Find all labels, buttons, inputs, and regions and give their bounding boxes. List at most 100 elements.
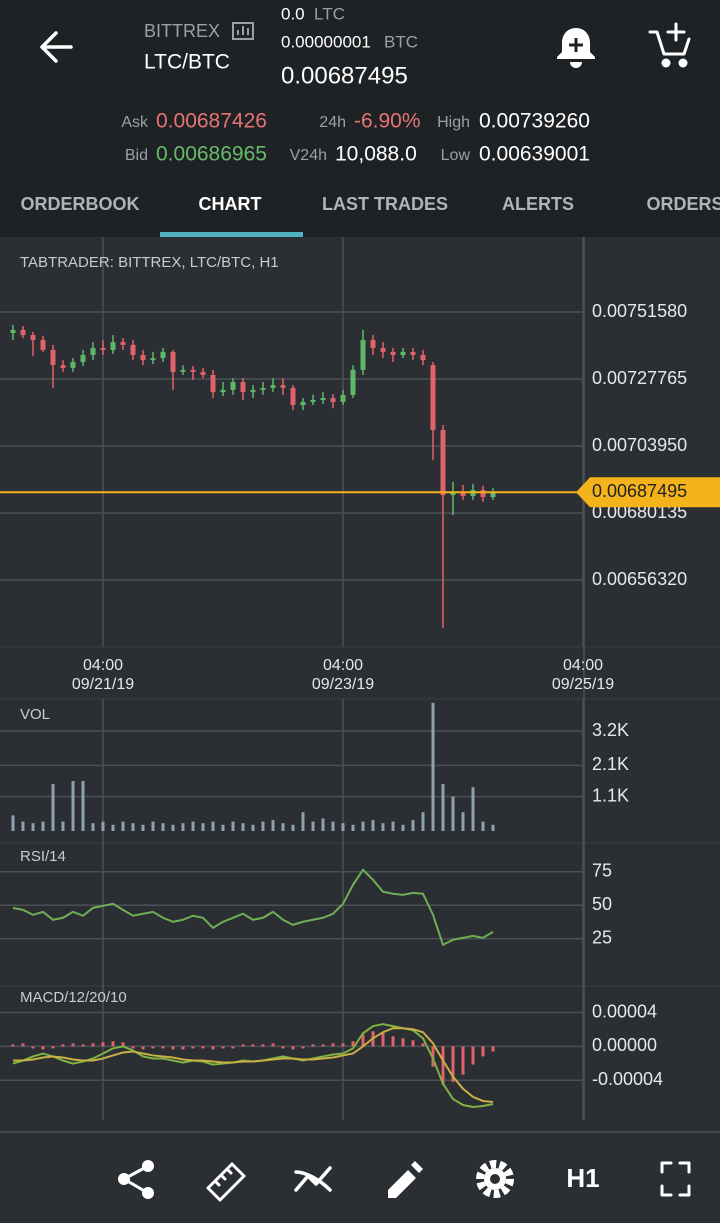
bar xyxy=(291,1046,295,1050)
y-tick-label: 0.00727765 xyxy=(592,368,687,388)
candle-body xyxy=(80,354,86,363)
bar xyxy=(111,824,115,831)
bar xyxy=(401,1038,405,1047)
candle-body xyxy=(250,389,256,393)
bar xyxy=(31,823,35,831)
x-tick-label: 09/23/19 xyxy=(312,676,374,693)
interval-button[interactable]: H1 xyxy=(566,1163,599,1193)
bar xyxy=(161,823,165,831)
bar xyxy=(341,1043,345,1047)
candle-body xyxy=(320,398,326,401)
candle-body xyxy=(40,340,46,350)
tab[interactable]: ALERTS xyxy=(502,194,574,214)
ruler-button[interactable] xyxy=(206,1162,246,1202)
y-tick-label: 25 xyxy=(592,928,612,948)
bar xyxy=(411,1040,415,1047)
bar xyxy=(41,821,45,831)
bar xyxy=(241,1044,245,1047)
bar xyxy=(331,1043,335,1047)
bar xyxy=(421,812,425,831)
bar xyxy=(431,702,435,831)
candle-body xyxy=(70,362,76,368)
low-label: Low xyxy=(441,147,471,164)
bar xyxy=(311,1044,315,1047)
bar xyxy=(11,815,15,831)
bar xyxy=(441,1046,445,1085)
x-tick-time: 04:00 xyxy=(563,657,603,674)
draw-button[interactable] xyxy=(388,1161,423,1198)
y-tick-label: 1.1K xyxy=(592,785,629,805)
bar xyxy=(141,1046,145,1050)
y-tick-label: 0.00004 xyxy=(592,1001,657,1021)
bar xyxy=(361,821,365,831)
y-tick-label: -0.00004 xyxy=(592,1069,663,1089)
candle-body xyxy=(390,351,396,355)
bar xyxy=(351,824,355,831)
candle-body xyxy=(370,340,376,348)
amount: 0.0 xyxy=(281,4,305,23)
candle-body xyxy=(350,369,356,395)
bar xyxy=(221,824,225,831)
bar xyxy=(491,824,495,831)
tab[interactable]: LAST TRADES xyxy=(322,194,448,214)
bar xyxy=(261,1044,265,1047)
bar xyxy=(61,1044,65,1047)
candle-body xyxy=(430,365,436,431)
ask: 0.00687426 xyxy=(156,110,267,133)
bar xyxy=(41,1046,45,1050)
bar xyxy=(241,823,245,831)
bar xyxy=(191,1046,195,1049)
candle-body xyxy=(490,492,496,498)
bar xyxy=(331,821,335,831)
bar xyxy=(391,821,395,831)
bar xyxy=(481,821,485,831)
bar xyxy=(481,1046,485,1057)
candle-body xyxy=(340,394,346,402)
toolbar-bg xyxy=(0,1132,720,1223)
bar xyxy=(91,1043,95,1047)
tab[interactable]: CHART xyxy=(199,194,262,214)
y-tick-label: 50 xyxy=(592,894,612,914)
y-tick-label: 2.1K xyxy=(592,754,629,774)
candle-body xyxy=(420,354,426,361)
bar xyxy=(171,1046,175,1050)
back-button[interactable] xyxy=(40,31,73,63)
candle-body xyxy=(360,340,366,370)
share-button[interactable] xyxy=(118,1160,154,1199)
indicator-button[interactable] xyxy=(294,1166,332,1192)
step: 0.00000001 xyxy=(281,32,371,51)
bar xyxy=(251,1044,255,1047)
bar xyxy=(231,821,235,831)
x-tick-time: 04:00 xyxy=(323,657,363,674)
change-label: 24h xyxy=(319,114,346,131)
bar xyxy=(261,821,265,831)
candle-body xyxy=(400,351,406,355)
bar xyxy=(121,821,125,831)
fullscreen-button[interactable] xyxy=(660,1161,691,1197)
add-order-button[interactable] xyxy=(648,22,691,68)
tab[interactable]: ORDERS xyxy=(646,194,720,214)
settings-button[interactable] xyxy=(476,1160,514,1198)
bar xyxy=(441,784,445,831)
tab[interactable]: ORDERBOOK xyxy=(20,194,139,214)
bar xyxy=(371,820,375,831)
bar xyxy=(321,1044,325,1047)
bid-label: Bid xyxy=(125,147,148,164)
candle-body xyxy=(330,398,336,402)
add-alert-button[interactable] xyxy=(557,28,595,68)
candle-body xyxy=(150,358,156,361)
bar xyxy=(91,823,95,831)
x-tick-label: 09/21/19 xyxy=(72,676,134,693)
bar xyxy=(281,823,285,831)
bar xyxy=(131,823,135,831)
bar xyxy=(461,1046,465,1075)
y-tick-label: 0.00000 xyxy=(592,1035,657,1055)
bar xyxy=(71,781,75,831)
macd-line xyxy=(13,1027,494,1103)
bar xyxy=(251,824,255,831)
candle-body xyxy=(210,374,216,393)
bar xyxy=(451,1046,455,1082)
bar xyxy=(271,1043,275,1047)
candle-body xyxy=(410,351,416,355)
candle-body xyxy=(220,389,226,393)
